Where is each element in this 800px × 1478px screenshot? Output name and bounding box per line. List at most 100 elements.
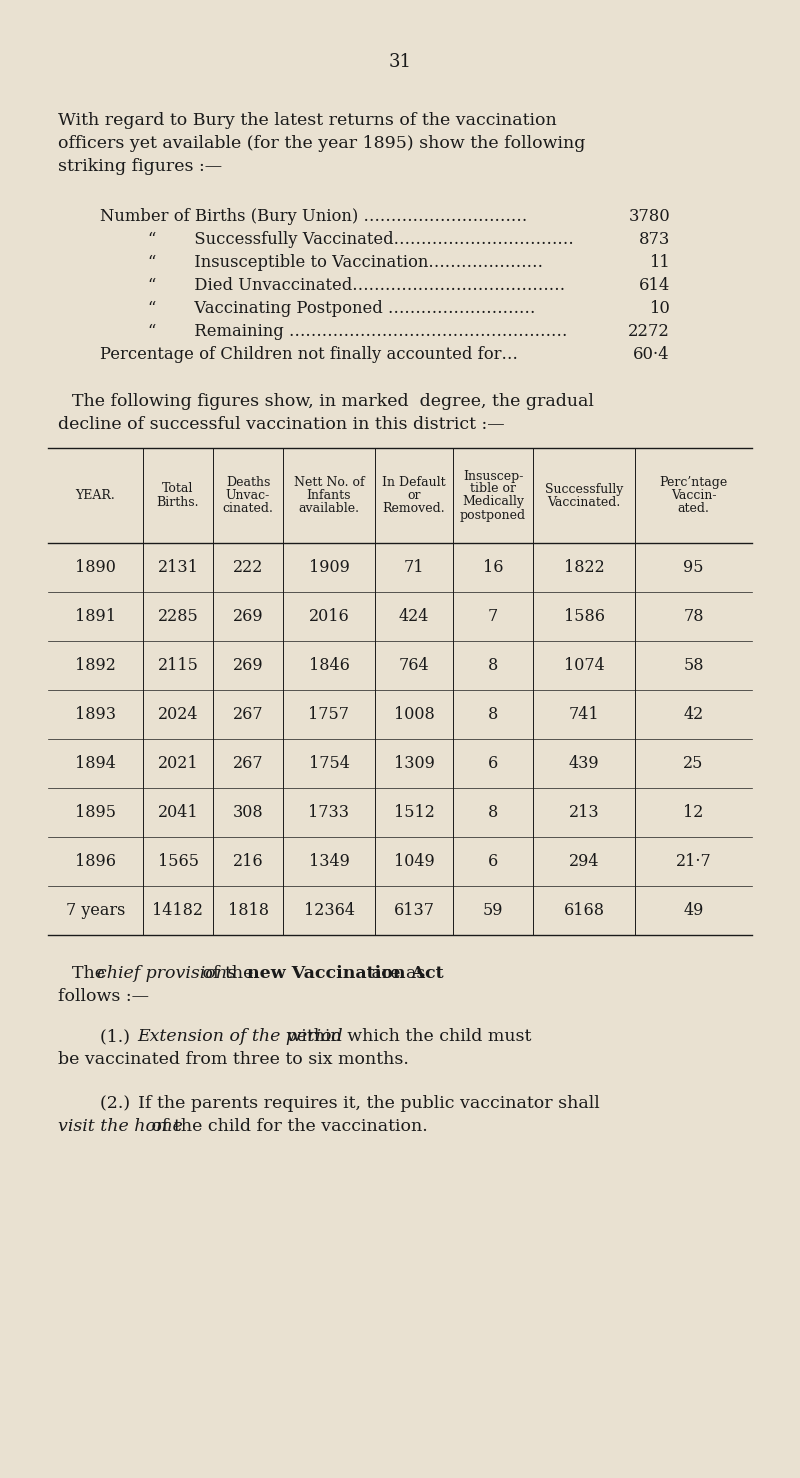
- Text: Vaccin-: Vaccin-: [670, 489, 716, 503]
- Text: 1733: 1733: [309, 804, 350, 820]
- Text: 6137: 6137: [394, 902, 434, 919]
- Text: Vaccinated.: Vaccinated.: [547, 495, 621, 508]
- Text: 424: 424: [399, 607, 429, 625]
- Text: YEAR.: YEAR.: [76, 489, 115, 503]
- Text: 1894: 1894: [75, 755, 116, 772]
- Text: 764: 764: [398, 658, 430, 674]
- Text: 78: 78: [683, 607, 704, 625]
- Text: (1.): (1.): [100, 1029, 141, 1045]
- Text: 1586: 1586: [563, 607, 605, 625]
- Text: 439: 439: [569, 755, 599, 772]
- Text: 49: 49: [683, 902, 704, 919]
- Text: 3780: 3780: [628, 208, 670, 225]
- Text: 71: 71: [404, 559, 424, 576]
- Text: In Default: In Default: [382, 476, 446, 489]
- Text: officers yet available (for the year 1895) show the following: officers yet available (for the year 189…: [58, 134, 586, 152]
- Text: 269: 269: [233, 658, 263, 674]
- Text: 2024: 2024: [158, 706, 198, 723]
- Text: decline of successful vaccination in this district :—: decline of successful vaccination in thi…: [58, 415, 505, 433]
- Text: 6: 6: [488, 853, 498, 871]
- Text: Successfully: Successfully: [545, 482, 623, 495]
- Text: 2016: 2016: [309, 607, 350, 625]
- Text: 294: 294: [569, 853, 599, 871]
- Text: The following figures show, in marked  degree, the gradual: The following figures show, in marked de…: [72, 393, 594, 409]
- Text: 1757: 1757: [309, 706, 350, 723]
- Text: 1074: 1074: [564, 658, 604, 674]
- Text: 1893: 1893: [75, 706, 116, 723]
- Text: 2115: 2115: [158, 658, 198, 674]
- Text: Insuscep-: Insuscep-: [463, 470, 523, 482]
- Text: 1846: 1846: [309, 658, 350, 674]
- Text: 1565: 1565: [158, 853, 198, 871]
- Text: 14182: 14182: [153, 902, 203, 919]
- Text: 741: 741: [569, 706, 599, 723]
- Text: “   Vaccinating Postponed ………………………: “ Vaccinating Postponed ………………………: [148, 300, 535, 316]
- Text: Unvac-: Unvac-: [226, 489, 270, 503]
- Text: 873: 873: [638, 231, 670, 248]
- Text: Extension of the period: Extension of the period: [138, 1029, 343, 1045]
- Text: 2041: 2041: [158, 804, 198, 820]
- Text: Number of Births (Bury Union) …………………………: Number of Births (Bury Union) …………………………: [100, 208, 527, 225]
- Text: postponed: postponed: [460, 508, 526, 522]
- Text: 60·4: 60·4: [634, 346, 670, 364]
- Text: 2131: 2131: [158, 559, 198, 576]
- Text: new Vaccination Act: new Vaccination Act: [247, 965, 444, 981]
- Text: Deaths: Deaths: [226, 476, 270, 489]
- Text: within which the child must: within which the child must: [282, 1029, 532, 1045]
- Text: The: The: [72, 965, 110, 981]
- Text: 1891: 1891: [75, 607, 116, 625]
- Text: 6168: 6168: [563, 902, 605, 919]
- Text: Total: Total: [162, 482, 194, 495]
- Text: 59: 59: [482, 902, 503, 919]
- Text: 2272: 2272: [628, 324, 670, 340]
- Text: 216: 216: [233, 853, 263, 871]
- Text: ated.: ated.: [678, 503, 710, 514]
- Text: If the parents requires it, the public vaccinator shall: If the parents requires it, the public v…: [138, 1095, 599, 1111]
- Text: 12364: 12364: [303, 902, 354, 919]
- Text: “   Remaining ……………………………………………: “ Remaining ……………………………………………: [148, 324, 567, 340]
- Text: 42: 42: [683, 706, 704, 723]
- Text: “   Insusceptible to Vaccination…………………: “ Insusceptible to Vaccination…………………: [148, 254, 543, 270]
- Text: of the: of the: [197, 965, 259, 981]
- Text: are as: are as: [366, 965, 425, 981]
- Text: cinated.: cinated.: [222, 503, 274, 514]
- Text: 1349: 1349: [309, 853, 350, 871]
- Text: 7 years: 7 years: [66, 902, 125, 919]
- Text: 1512: 1512: [394, 804, 434, 820]
- Text: 1049: 1049: [394, 853, 434, 871]
- Text: 58: 58: [683, 658, 704, 674]
- Text: 1309: 1309: [394, 755, 434, 772]
- Text: chief provisions: chief provisions: [97, 965, 236, 981]
- Text: 8: 8: [488, 804, 498, 820]
- Text: Nett No. of: Nett No. of: [294, 476, 364, 489]
- Text: Infants: Infants: [306, 489, 351, 503]
- Text: 8: 8: [488, 658, 498, 674]
- Text: 1008: 1008: [394, 706, 434, 723]
- Text: 1822: 1822: [564, 559, 604, 576]
- Text: 269: 269: [233, 607, 263, 625]
- Text: With regard to Bury the latest returns of the vaccination: With regard to Bury the latest returns o…: [58, 112, 557, 129]
- Text: 8: 8: [488, 706, 498, 723]
- Text: 1896: 1896: [75, 853, 116, 871]
- Text: 2021: 2021: [158, 755, 198, 772]
- Text: 614: 614: [638, 276, 670, 294]
- Text: 222: 222: [233, 559, 263, 576]
- Text: 12: 12: [683, 804, 704, 820]
- Text: 1909: 1909: [309, 559, 350, 576]
- Text: 25: 25: [683, 755, 704, 772]
- Text: follows :—: follows :—: [58, 987, 149, 1005]
- Text: 95: 95: [683, 559, 704, 576]
- Text: of the child for the vaccination.: of the child for the vaccination.: [146, 1117, 427, 1135]
- Text: Removed.: Removed.: [382, 503, 446, 514]
- Text: visit the home: visit the home: [58, 1117, 182, 1135]
- Text: (2.): (2.): [100, 1095, 141, 1111]
- Text: or: or: [407, 489, 421, 503]
- Text: 213: 213: [569, 804, 599, 820]
- Text: 267: 267: [233, 755, 263, 772]
- Text: 10: 10: [649, 300, 670, 316]
- Text: 308: 308: [233, 804, 263, 820]
- Text: striking figures :—: striking figures :—: [58, 158, 222, 174]
- Text: 7: 7: [488, 607, 498, 625]
- Text: 1895: 1895: [75, 804, 116, 820]
- Text: 1892: 1892: [75, 658, 116, 674]
